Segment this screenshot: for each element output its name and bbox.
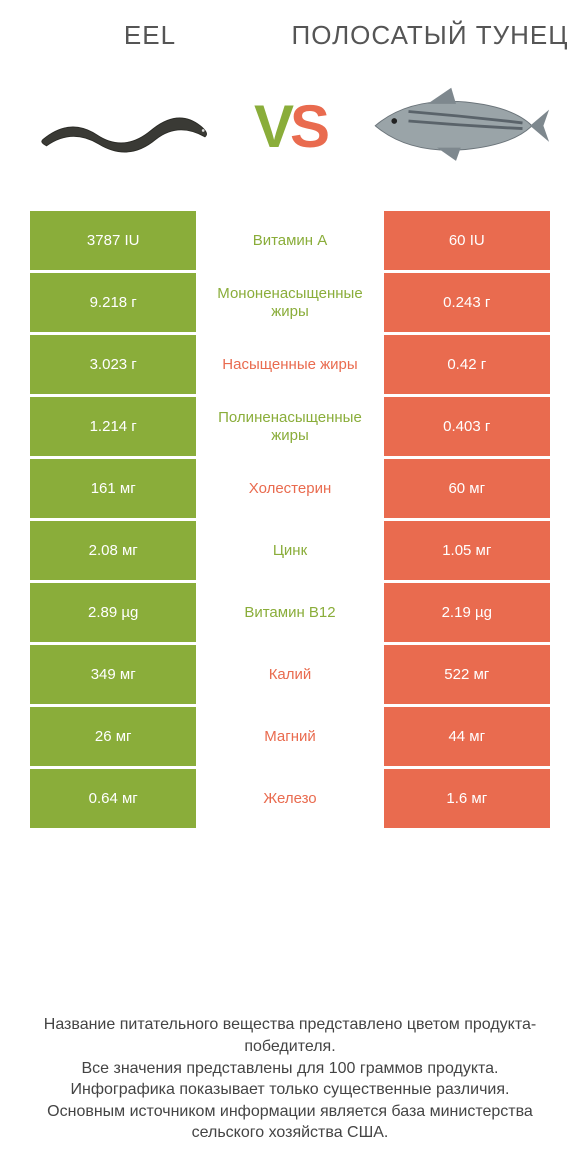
left-value: 26 мг bbox=[30, 707, 196, 766]
nutrient-label: Мононенасыщенные жиры bbox=[196, 273, 383, 332]
nutrient-label: Витамин B12 bbox=[196, 583, 383, 642]
table-row: 349 мгКалий522 мг bbox=[30, 645, 550, 707]
nutrient-label: Калий bbox=[196, 645, 383, 704]
table-row: 0.64 мгЖелезо1.6 мг bbox=[30, 769, 550, 831]
table-row: 9.218 гМононенасыщенные жиры0.243 г bbox=[30, 273, 550, 335]
right-value: 1.6 мг bbox=[384, 769, 550, 828]
vs-s: S bbox=[290, 93, 326, 160]
nutrient-label: Полиненасыщенные жиры bbox=[196, 397, 383, 456]
right-value: 0.42 г bbox=[384, 335, 550, 394]
left-value: 3.023 г bbox=[30, 335, 196, 394]
nutrient-label: Цинк bbox=[196, 521, 383, 580]
nutrient-label: Холестерин bbox=[196, 459, 383, 518]
vs-label: VS bbox=[248, 92, 332, 161]
table-row: 2.08 мгЦинк1.05 мг bbox=[30, 521, 550, 583]
left-value: 2.08 мг bbox=[30, 521, 196, 580]
left-value: 1.214 г bbox=[30, 397, 196, 456]
left-value: 2.89 µg bbox=[30, 583, 196, 642]
comparison-table: 3787 IUВитамин A60 IU9.218 гМононенасыще… bbox=[30, 211, 550, 831]
right-value: 44 мг bbox=[384, 707, 550, 766]
right-value: 60 мг bbox=[384, 459, 550, 518]
footer-line-1: Название питательного вещества представл… bbox=[28, 1014, 552, 1057]
left-value: 9.218 г bbox=[30, 273, 196, 332]
left-value: 3787 IU bbox=[30, 211, 196, 270]
right-value: 0.403 г bbox=[384, 397, 550, 456]
table-row: 3.023 гНасыщенные жиры0.42 г bbox=[30, 335, 550, 397]
right-value: 0.243 г bbox=[384, 273, 550, 332]
right-value: 522 мг bbox=[384, 645, 550, 704]
right-food-title: Полосатый тунец bbox=[290, 20, 570, 51]
vs-row: VS bbox=[0, 61, 580, 211]
left-value: 161 мг bbox=[30, 459, 196, 518]
footer-line-2: Все значения представлены для 100 граммо… bbox=[28, 1058, 552, 1080]
footer-line-4: Основным источником информации является … bbox=[28, 1101, 552, 1144]
nutrient-label: Железо bbox=[196, 769, 383, 828]
header: Eel Полосатый тунец bbox=[0, 0, 580, 61]
vs-v: V bbox=[254, 93, 290, 160]
right-value: 1.05 мг bbox=[384, 521, 550, 580]
table-row: 2.89 µgВитамин B122.19 µg bbox=[30, 583, 550, 645]
footer-notes: Название питательного вещества представл… bbox=[0, 1014, 580, 1144]
table-row: 1.214 гПолиненасыщенные жиры0.403 г bbox=[30, 397, 550, 459]
nutrient-label: Насыщенные жиры bbox=[196, 335, 383, 394]
left-value: 349 мг bbox=[30, 645, 196, 704]
table-row: 26 мгМагний44 мг bbox=[30, 707, 550, 769]
table-row: 161 мгХолестерин60 мг bbox=[30, 459, 550, 521]
table-row: 3787 IUВитамин A60 IU bbox=[30, 211, 550, 273]
right-value: 60 IU bbox=[384, 211, 550, 270]
nutrient-label: Магний bbox=[196, 707, 383, 766]
footer-line-3: Инфографика показывает только существенн… bbox=[28, 1079, 552, 1101]
nutrient-label: Витамин A bbox=[196, 211, 383, 270]
eel-illustration bbox=[10, 71, 238, 181]
tuna-illustration bbox=[342, 71, 570, 181]
left-value: 0.64 мг bbox=[30, 769, 196, 828]
left-food-title: Eel bbox=[10, 20, 290, 51]
right-value: 2.19 µg bbox=[384, 583, 550, 642]
